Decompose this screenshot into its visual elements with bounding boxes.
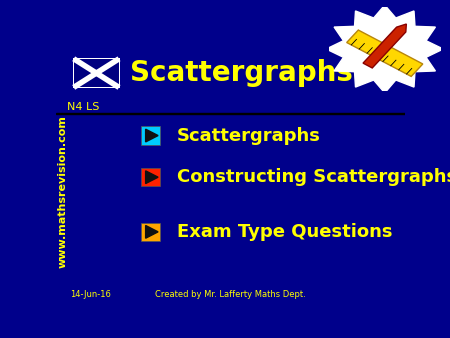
Text: www.mathsrevision.com: www.mathsrevision.com bbox=[58, 115, 68, 268]
Polygon shape bbox=[326, 5, 443, 93]
Text: Created by Mr. Lafferty Maths Dept.: Created by Mr. Lafferty Maths Dept. bbox=[155, 290, 306, 299]
Polygon shape bbox=[146, 171, 158, 184]
Polygon shape bbox=[363, 24, 406, 68]
FancyBboxPatch shape bbox=[141, 126, 160, 145]
Text: N4 LS: N4 LS bbox=[67, 102, 99, 112]
Polygon shape bbox=[146, 225, 158, 238]
FancyBboxPatch shape bbox=[72, 58, 120, 88]
Text: Scattergraphs: Scattergraphs bbox=[130, 59, 352, 87]
FancyBboxPatch shape bbox=[141, 168, 160, 186]
FancyBboxPatch shape bbox=[141, 223, 160, 241]
FancyArrow shape bbox=[56, 113, 405, 114]
Text: Constructing Scattergraphs: Constructing Scattergraphs bbox=[176, 168, 450, 186]
Polygon shape bbox=[346, 30, 423, 76]
FancyBboxPatch shape bbox=[74, 59, 119, 88]
Text: Exam Type Questions: Exam Type Questions bbox=[176, 223, 392, 241]
Text: Scattergraphs: Scattergraphs bbox=[176, 126, 320, 145]
Text: 14-Jun-16: 14-Jun-16 bbox=[70, 290, 111, 299]
Polygon shape bbox=[146, 129, 158, 142]
